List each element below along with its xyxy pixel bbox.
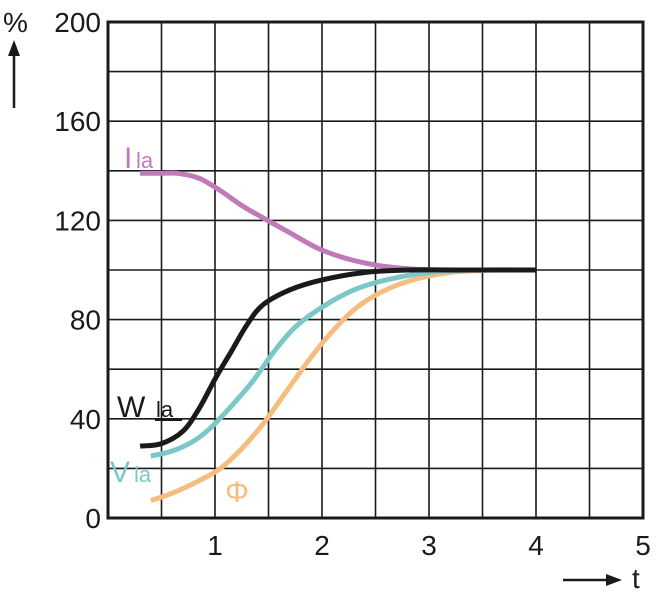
series-label-vla-main: V xyxy=(110,456,130,489)
series-label-ila: I la xyxy=(124,142,154,175)
series-line-wla xyxy=(139,267,536,449)
x-tick-label: 1 xyxy=(207,530,223,561)
x-tick-label: 5 xyxy=(635,530,651,561)
y-axis-arrow-icon xyxy=(8,40,20,108)
series-label-phi-main: Φ xyxy=(225,476,249,509)
series-label-wla-sub: la xyxy=(156,397,174,422)
series-label-ila-sub: la xyxy=(136,148,154,173)
x-axis-label: t xyxy=(632,563,640,594)
x-tick-label: 4 xyxy=(528,530,544,561)
series-label-phi: Φ xyxy=(225,476,249,509)
series-line-vla xyxy=(150,267,537,459)
tick-labels: 0 40 80 120 160 200 1 2 3 4 5 xyxy=(54,7,651,561)
series-label-wla: W la xyxy=(117,391,182,424)
y-tick-label: 0 xyxy=(85,503,101,534)
y-tick-label: 160 xyxy=(54,106,101,137)
y-tick-label: 120 xyxy=(54,205,101,236)
series-line-ila xyxy=(140,170,536,273)
plot-frame xyxy=(106,20,645,520)
y-tick-label: 40 xyxy=(70,404,101,435)
x-tick-label: 2 xyxy=(314,530,330,561)
x-axis-arrow-icon xyxy=(563,574,622,586)
x-tick-label: 3 xyxy=(421,530,437,561)
y-tick-label: 80 xyxy=(70,305,101,336)
series-label-vla-sub: la xyxy=(134,462,152,487)
y-axis-label: % xyxy=(3,7,28,38)
y-tick-label: 200 xyxy=(54,7,101,38)
series-label-vla: V la xyxy=(110,456,152,489)
series-layer xyxy=(139,170,537,503)
series-label-wla-main: W xyxy=(117,391,146,424)
series-label-ila-main: I xyxy=(124,142,132,175)
series-line-phi xyxy=(150,267,537,503)
